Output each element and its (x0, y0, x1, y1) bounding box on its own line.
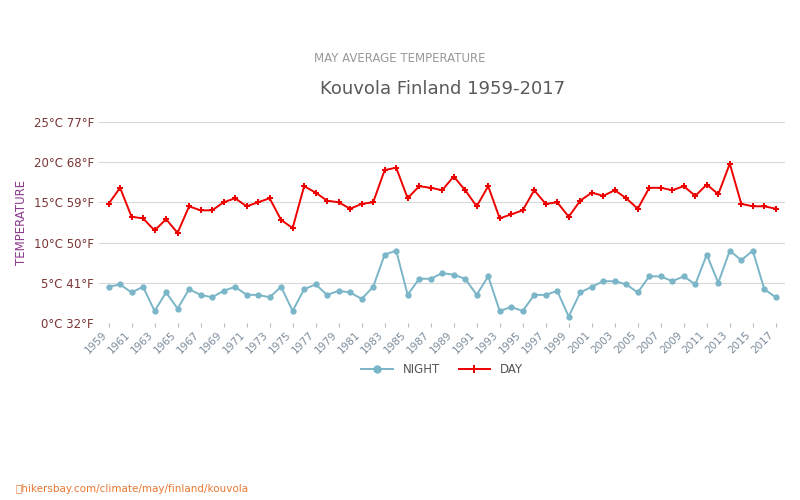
Title: Kouvola Finland 1959-2017: Kouvola Finland 1959-2017 (320, 80, 565, 98)
Legend: NIGHT, DAY: NIGHT, DAY (356, 358, 528, 381)
Y-axis label: TEMPERATURE: TEMPERATURE (15, 180, 28, 265)
Text: 📍hikersbay.com/climate/may/finland/kouvola: 📍hikersbay.com/climate/may/finland/kouvo… (16, 484, 249, 494)
Text: MAY AVERAGE TEMPERATURE: MAY AVERAGE TEMPERATURE (314, 52, 486, 66)
